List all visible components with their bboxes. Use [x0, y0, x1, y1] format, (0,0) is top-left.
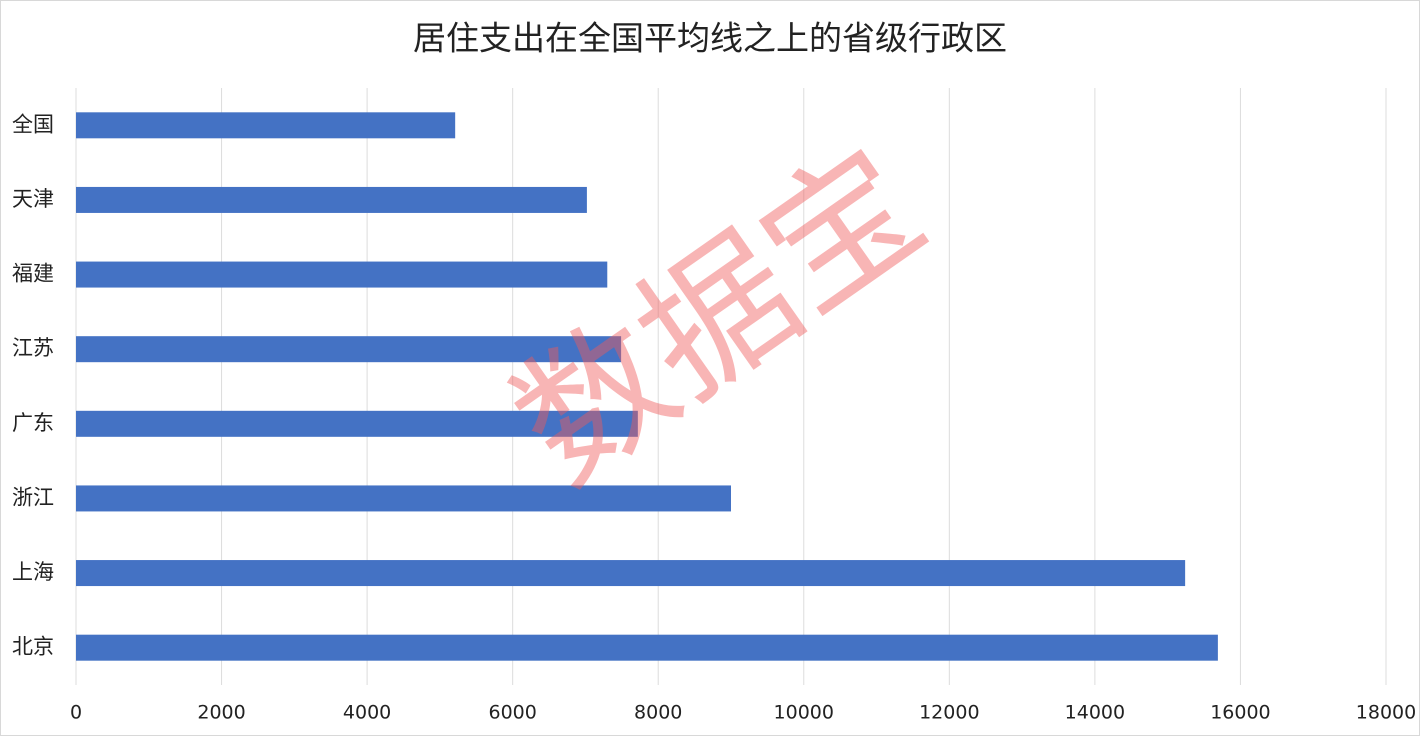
- x-tick-label: 16000: [1210, 702, 1270, 724]
- y-tick-label: 上海: [12, 560, 54, 584]
- bar: [76, 186, 587, 213]
- chart-title: 居住支出在全国平均线之上的省级行政区: [413, 19, 1007, 58]
- bar: [76, 485, 731, 512]
- x-tick-label: 14000: [1065, 702, 1125, 724]
- bar: [76, 336, 622, 363]
- bar: [76, 112, 456, 139]
- y-tick-label: 浙江: [12, 485, 54, 509]
- x-tick-label: 8000: [634, 702, 682, 724]
- x-tick-label: 18000: [1356, 702, 1416, 724]
- x-tick-label: 6000: [488, 702, 536, 724]
- y-tick-label: 广东: [12, 411, 54, 435]
- y-tick-label: 江苏: [12, 336, 54, 360]
- y-tick-label: 全国: [12, 112, 54, 136]
- y-tick-label: 福建: [12, 262, 54, 286]
- bar: [76, 560, 1186, 587]
- x-tick-label: 12000: [919, 702, 979, 724]
- bar: [76, 634, 1218, 661]
- bar: [76, 261, 608, 288]
- x-tick-label: 0: [70, 702, 82, 724]
- y-tick-label: 天津: [12, 187, 54, 211]
- x-tick-label: 10000: [774, 702, 834, 724]
- x-tick-label: 2000: [197, 702, 245, 724]
- y-tick-label: 北京: [12, 635, 54, 659]
- bar: [76, 410, 638, 437]
- x-tick-label: 4000: [343, 702, 391, 724]
